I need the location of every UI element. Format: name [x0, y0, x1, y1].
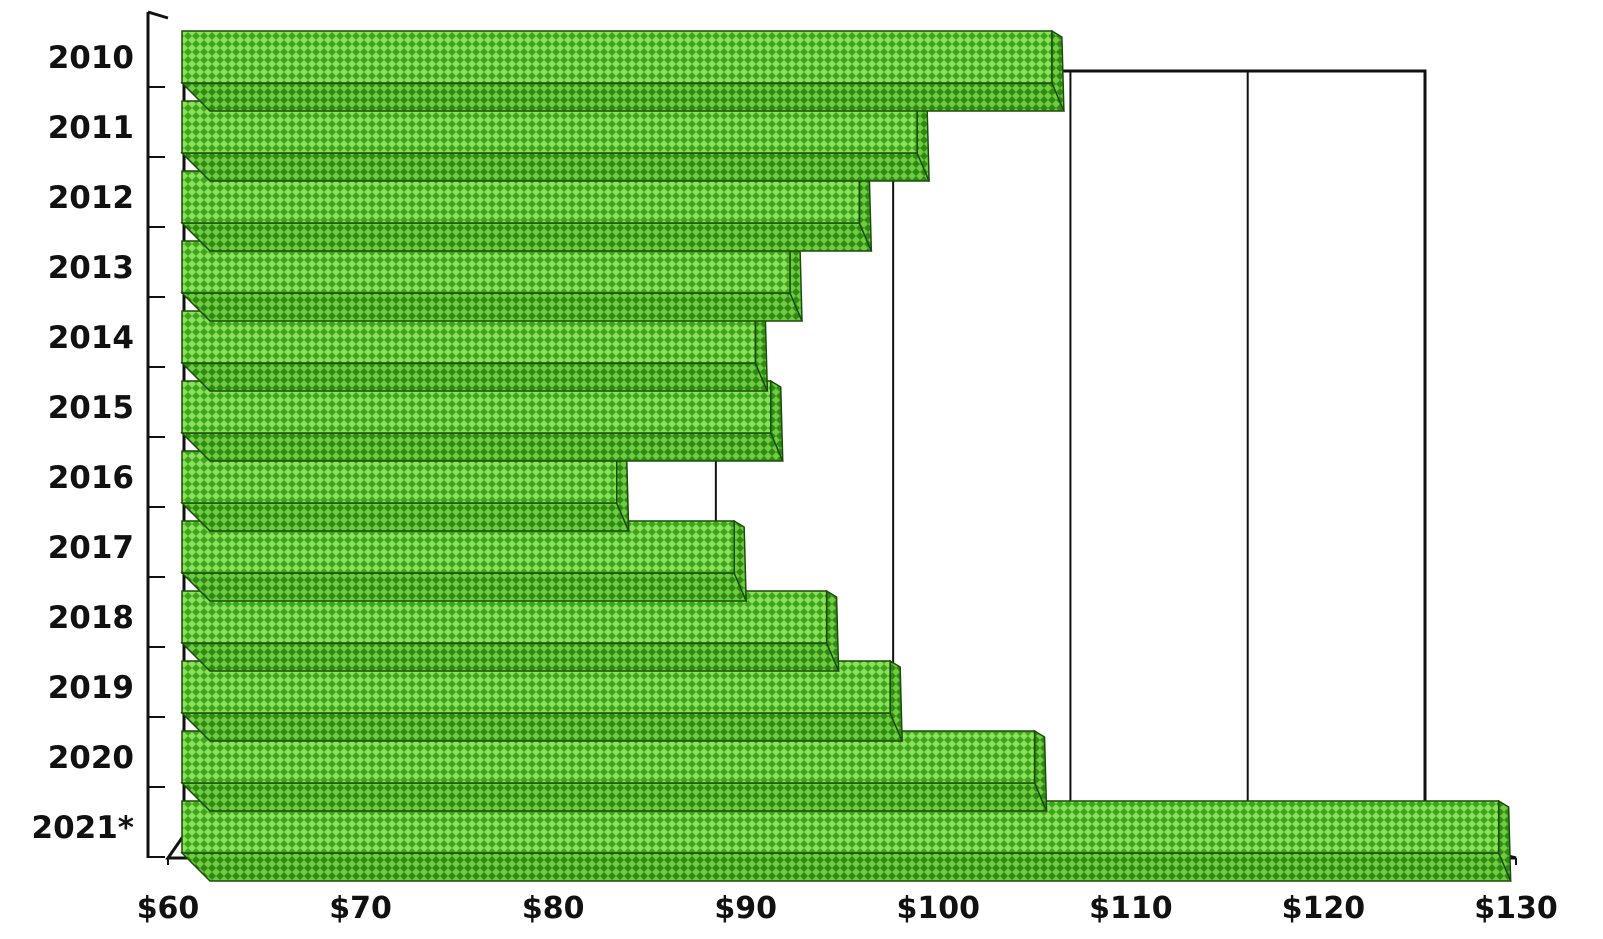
bar [180, 449, 630, 532]
bar-depth-face [180, 712, 904, 742]
bar [180, 589, 840, 672]
y-tick-label: 2017 [48, 530, 134, 566]
x-tick-label: $110 [1089, 891, 1173, 926]
x-tick-label: $60 [137, 891, 200, 926]
bar [180, 309, 769, 392]
bar [180, 659, 904, 742]
y-tick-label: 2018 [48, 600, 134, 636]
x-tick-label: $80 [522, 891, 585, 926]
x-tick-label: $130 [1474, 891, 1558, 926]
y-tick-label: 2016 [48, 460, 134, 496]
bar-depth-face [180, 432, 784, 462]
bar-depth-face [180, 502, 630, 532]
bar [180, 519, 748, 602]
bar-depth-face [180, 152, 931, 182]
bar [180, 29, 1066, 112]
bar [180, 169, 873, 252]
x-axis-labels: $60 $70 $80 $90 $100 $110 $120 $130 [137, 891, 1558, 926]
left-axis-top [147, 10, 169, 20]
bar [180, 379, 784, 462]
x-tick-label: $70 [329, 891, 392, 926]
bar [180, 729, 1048, 812]
y-tick-label: 2010 [48, 40, 134, 76]
bars [180, 29, 1512, 882]
bar-depth-face [180, 572, 748, 602]
bar-depth-face [180, 852, 1512, 882]
y-axis-labels: 2010 2011 2012 2013 2014 2015 2016 2017 2018 2019… [32, 40, 135, 846]
y-tick-label: 2011 [48, 110, 134, 146]
bar-depth-face [180, 292, 804, 322]
bar-depth-face [180, 362, 769, 392]
y-tick-label: 2019 [48, 670, 134, 706]
x-tick-label: $90 [714, 891, 777, 926]
bar [180, 99, 931, 182]
y-tick-label: 2020 [48, 740, 134, 776]
bar [180, 799, 1512, 882]
bar-depth-face [180, 222, 873, 252]
bar-depth-face [180, 782, 1048, 812]
y-tick-label: 2021* [32, 810, 135, 846]
x-tick-label: $120 [1282, 891, 1366, 926]
bar [180, 239, 804, 322]
y-tick-label: 2015 [48, 390, 134, 426]
bar-depth-face [180, 642, 840, 672]
y-tick-label: 2014 [48, 320, 134, 356]
x-tick-label: $100 [897, 891, 981, 926]
bar-depth-face [180, 82, 1066, 112]
y-tick-label: 2013 [48, 250, 134, 286]
y-tick-label: 2012 [48, 180, 134, 216]
bar-front-face [181, 30, 1053, 84]
